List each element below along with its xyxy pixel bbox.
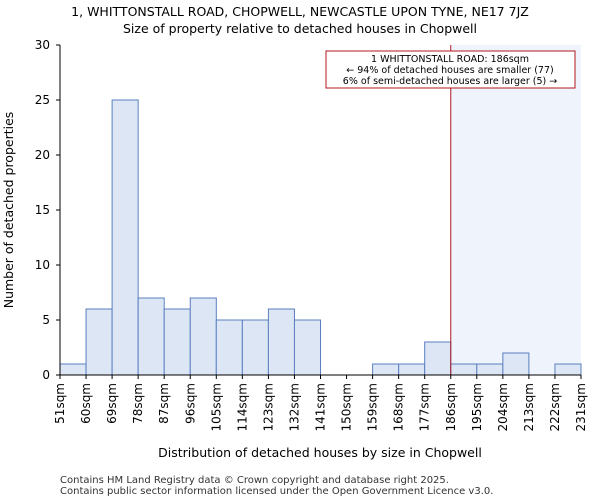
x-tick-label: 213sqm <box>522 383 536 431</box>
x-tick-label: 51sqm <box>53 383 67 424</box>
bars-group <box>59 99 582 376</box>
annotation-line-3: 6% of semi-detached houses are larger (5… <box>343 76 557 87</box>
bar-96sqm <box>189 297 217 376</box>
bar-123sqm <box>267 308 295 376</box>
x-tick-label: 222sqm <box>548 383 562 431</box>
x-tick-label: 87sqm <box>157 383 171 424</box>
x-tick-label: 60sqm <box>79 383 93 424</box>
bar-60sqm <box>85 308 113 376</box>
chart-subtitle: Size of property relative to detached ho… <box>123 21 477 36</box>
x-tick-label: 204sqm <box>496 383 510 431</box>
x-tick-label: 141sqm <box>314 383 328 431</box>
x-tick-label: 168sqm <box>392 383 406 431</box>
x-tick-label: 105sqm <box>209 383 223 431</box>
x-tick-label: 159sqm <box>366 383 380 431</box>
y-tick-label: 20 <box>35 148 50 162</box>
annotation-line-1: 1 WHITTONSTALL ROAD: 186sqm <box>371 54 529 65</box>
y-tick-label: 5 <box>42 313 50 327</box>
bar-159sqm <box>372 363 400 376</box>
bar-177sqm <box>424 341 452 376</box>
bar-168sqm <box>398 363 426 376</box>
x-ticks-group: 51sqm 60sqm 69sqm 78sqm 87sqm 96sqm 105sqm 114s… <box>53 375 588 431</box>
bar-186sqm <box>450 363 478 376</box>
x-tick-label: 177sqm <box>418 383 432 431</box>
y-tick-label: 10 <box>35 258 50 272</box>
x-tick-label: 186sqm <box>444 383 458 431</box>
x-tick-label: 114sqm <box>235 383 249 431</box>
y-ticks-group: 0 5 10 15 20 25 30 <box>35 38 60 382</box>
bar-195sqm <box>476 363 504 376</box>
bar-222sqm <box>554 363 582 376</box>
y-tick-label: 15 <box>35 203 50 217</box>
x-tick-label: 78sqm <box>131 383 145 424</box>
bar-87sqm <box>163 308 191 376</box>
bar-78sqm <box>137 297 165 376</box>
x-tick-label: 96sqm <box>183 383 197 424</box>
footer-line-1: Contains HM Land Registry data © Crown c… <box>60 475 449 486</box>
bar-204sqm <box>502 352 530 376</box>
y-axis-label: Number of detached properties <box>1 112 16 309</box>
y-tick-label: 25 <box>35 93 50 107</box>
x-tick-label: 150sqm <box>340 383 354 431</box>
x-tick-label: 132sqm <box>287 383 301 431</box>
bar-105sqm <box>215 319 243 376</box>
x-tick-label: 123sqm <box>261 383 275 431</box>
annotation-box <box>325 50 576 89</box>
y-tick-label: 0 <box>42 368 50 382</box>
bar-51sqm <box>59 363 87 376</box>
bar-114sqm <box>241 319 269 376</box>
bar-132sqm <box>293 319 322 376</box>
x-tick-label: 195sqm <box>470 383 484 431</box>
highlight-region <box>450 45 581 375</box>
chart-title: 1, WHITTONSTALL ROAD, CHOPWELL, NEWCASTL… <box>71 4 529 19</box>
y-tick-label: 30 <box>35 38 50 52</box>
footer-line-2: Contains public sector information licen… <box>60 486 493 497</box>
bar-69sqm <box>111 99 139 376</box>
x-axis-label: Distribution of detached houses by size … <box>158 445 482 460</box>
annotation-line-2: ← 94% of detached houses are smaller (77… <box>346 65 553 76</box>
x-tick-label: 69sqm <box>105 383 119 424</box>
x-tick-label: 231sqm <box>574 383 588 431</box>
